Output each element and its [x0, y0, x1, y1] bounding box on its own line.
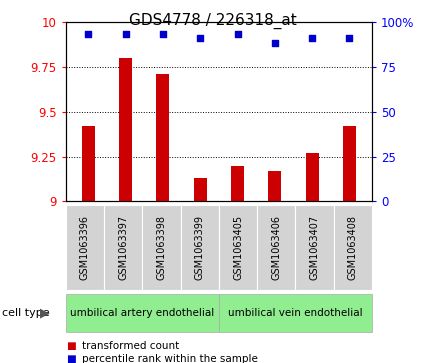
Text: umbilical vein endothelial: umbilical vein endothelial	[228, 308, 363, 318]
Point	[159, 32, 166, 37]
Bar	[82, 126, 95, 201]
Point	[122, 32, 129, 37]
Text: GSM1063405: GSM1063405	[233, 215, 243, 280]
Text: GSM1063396: GSM1063396	[80, 215, 90, 280]
Bar	[119, 58, 132, 201]
Bar	[343, 126, 356, 201]
Text: umbilical artery endothelial: umbilical artery endothelial	[70, 308, 215, 318]
Text: ■: ■	[66, 340, 76, 351]
Text: ■: ■	[66, 354, 76, 363]
Bar	[194, 178, 207, 201]
Point	[234, 32, 241, 37]
Text: ▶: ▶	[40, 307, 49, 319]
Text: transformed count: transformed count	[82, 340, 179, 351]
Bar	[306, 153, 319, 201]
Text: GSM1063406: GSM1063406	[271, 215, 281, 280]
Text: GSM1063398: GSM1063398	[156, 215, 167, 280]
Text: GSM1063407: GSM1063407	[309, 215, 320, 280]
Text: GSM1063397: GSM1063397	[118, 215, 128, 280]
Text: cell type: cell type	[2, 308, 50, 318]
Point	[346, 35, 353, 41]
Bar	[231, 166, 244, 201]
Bar	[268, 171, 281, 201]
Point	[272, 40, 278, 46]
Bar	[156, 74, 170, 201]
Text: GSM1063408: GSM1063408	[348, 215, 358, 280]
Point	[197, 35, 204, 41]
Point	[85, 32, 92, 37]
Text: GDS4778 / 226318_at: GDS4778 / 226318_at	[129, 13, 296, 29]
Text: GSM1063399: GSM1063399	[195, 215, 205, 280]
Point	[309, 35, 316, 41]
Text: percentile rank within the sample: percentile rank within the sample	[82, 354, 258, 363]
